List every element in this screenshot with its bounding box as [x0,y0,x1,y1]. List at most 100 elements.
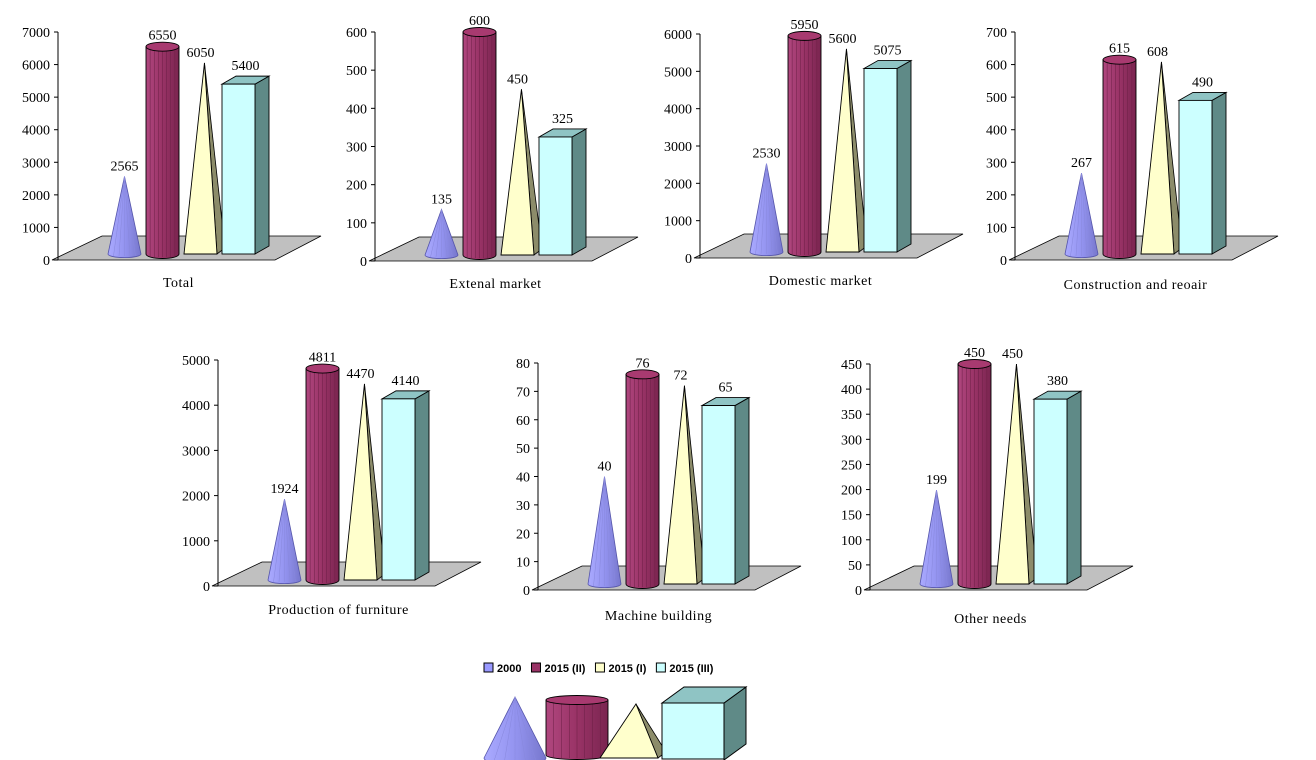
legend-shapes [483,686,748,760]
bar-2000 [424,208,459,260]
bar-2015-i [1140,61,1183,255]
legend-item-2015-i: 2015 (I) [594,662,647,675]
data-label-2015-i: 450 [1002,347,1023,362]
y-tick-label: 350 [841,408,862,423]
data-label-2015-ii: 4811 [309,351,336,366]
y-tick-label: 5000 [22,91,50,106]
chart-domestic-market: 0 1000 2000 3000 4000 5000 6000 2530 5950 5600 507… [664,18,964,289]
y-tick-label: 500 [986,91,1007,106]
y-tick-label: 5000 [182,354,210,369]
legend-label: 2015 (II) [544,663,585,675]
bar-2000 [107,176,142,259]
y-tick-label: 50 [516,442,530,457]
y-tick-label: 70 [516,385,530,400]
bar-2015-ii [1102,54,1137,259]
chart-title: Other needs [954,612,1027,627]
legend-cone-icon [483,696,547,760]
y-tick-label: 1000 [664,215,692,230]
bar-2015-iii [1032,390,1083,585]
legend: 2000 2015 (II) 2015 (I) 2015 (III) [483,662,748,760]
y-tick-label: 200 [841,484,862,499]
y-tick-label: 0 [523,584,530,599]
y-tick-label: 400 [346,102,367,117]
data-label-2015-ii: 5950 [791,18,819,33]
bar-2000 [1064,172,1099,259]
y-tick-label: 450 [841,358,862,373]
bar-2015-iii [862,59,913,253]
data-label-2000: 2530 [753,147,781,162]
y-tick-label: 3000 [664,140,692,155]
bar-2015-ii [625,369,660,589]
data-label-2015-ii: 76 [636,356,650,371]
y-tick-label: 600 [986,59,1007,74]
bar-2015-i [663,385,706,585]
bar-2015-i [343,383,386,581]
y-tick-label: 1000 [182,535,210,550]
legend-swatch [483,662,494,673]
legend-box-icon [660,686,748,760]
y-tick-label: 100 [841,534,862,549]
y-tick-label: 2000 [22,189,50,204]
legend-label: 2015 (I) [608,663,646,675]
bar-2015-iii [380,390,431,581]
y-tick-label: 0 [685,252,692,267]
chart-total: 0 1000 2000 3000 4000 5000 6000 7000 2565 6550 605… [22,26,322,291]
legend-pyramid-icon [599,703,667,759]
legend-label: 2000 [497,663,521,675]
chart-title: Production of furniture [268,603,409,618]
y-tick-label: 0 [1000,254,1007,269]
data-label-2000: 135 [431,192,452,207]
data-label-2015-ii: 6550 [149,29,177,44]
legend-label: 2015 (III) [669,663,713,675]
data-label-2015-i: 72 [674,369,688,384]
bar-2015-ii [957,359,992,589]
y-tick-label: 0 [203,580,210,595]
data-label-2015-ii: 450 [964,346,985,361]
y-tick-label: 4000 [182,399,210,414]
bar-2000 [919,489,954,589]
chart-other-needs: 0 50 100 150 200 250 300 350 400 450 199 450 450 380 O… [841,346,1134,627]
y-tick-label: 80 [516,357,530,372]
bar-2015-ii [145,41,180,259]
data-label-2015-ii: 600 [469,14,490,29]
chart-title: Domestic market [769,274,873,289]
bar-2015-ii [305,363,340,585]
chart-title: Machine building [605,609,712,624]
y-tick-label: 6000 [22,59,50,74]
bar-2015-ii [787,30,822,257]
chart-title: Extenal market [449,277,541,292]
chart-machine-building: 0 10 20 30 40 50 60 70 80 40 76 72 65 Machine buildin… [516,356,802,624]
y-tick-label: 300 [986,156,1007,171]
y-tick-label: 300 [841,433,862,448]
bar-2015-ii [462,27,497,260]
data-label-2015-iii: 4140 [392,374,420,389]
y-tick-label: 3000 [182,444,210,459]
data-label-2015-iii: 65 [719,381,733,396]
bar-2015-i [183,62,226,255]
legend-cylinder-icon [545,695,609,760]
y-tick-label: 60 [516,414,530,429]
y-tick-label: 50 [848,559,862,574]
y-tick-label: 250 [841,458,862,473]
bar-2015-iii [220,75,271,255]
data-label-2015-i: 608 [1147,45,1168,60]
data-label-2015-iii: 5400 [232,59,260,74]
y-tick-label: 40 [516,471,530,486]
legend-swatch [655,662,666,673]
y-tick-label: 5000 [664,65,692,80]
y-tick-label: 10 [516,556,530,571]
y-tick-label: 4000 [22,124,50,139]
y-tick-label: 300 [346,141,367,156]
y-tick-label: 0 [855,584,862,599]
data-label-2000: 267 [1071,156,1092,171]
chart-title: Total [163,276,194,291]
data-label-2015-iii: 490 [1192,75,1213,90]
y-tick-label: 4000 [664,103,692,118]
y-tick-label: 400 [841,383,862,398]
data-label-2015-i: 6050 [187,46,215,61]
bar-2015-i [995,363,1038,585]
y-tick-label: 6000 [664,28,692,43]
data-label-2000: 40 [598,460,612,475]
y-tick-label: 0 [43,254,50,269]
